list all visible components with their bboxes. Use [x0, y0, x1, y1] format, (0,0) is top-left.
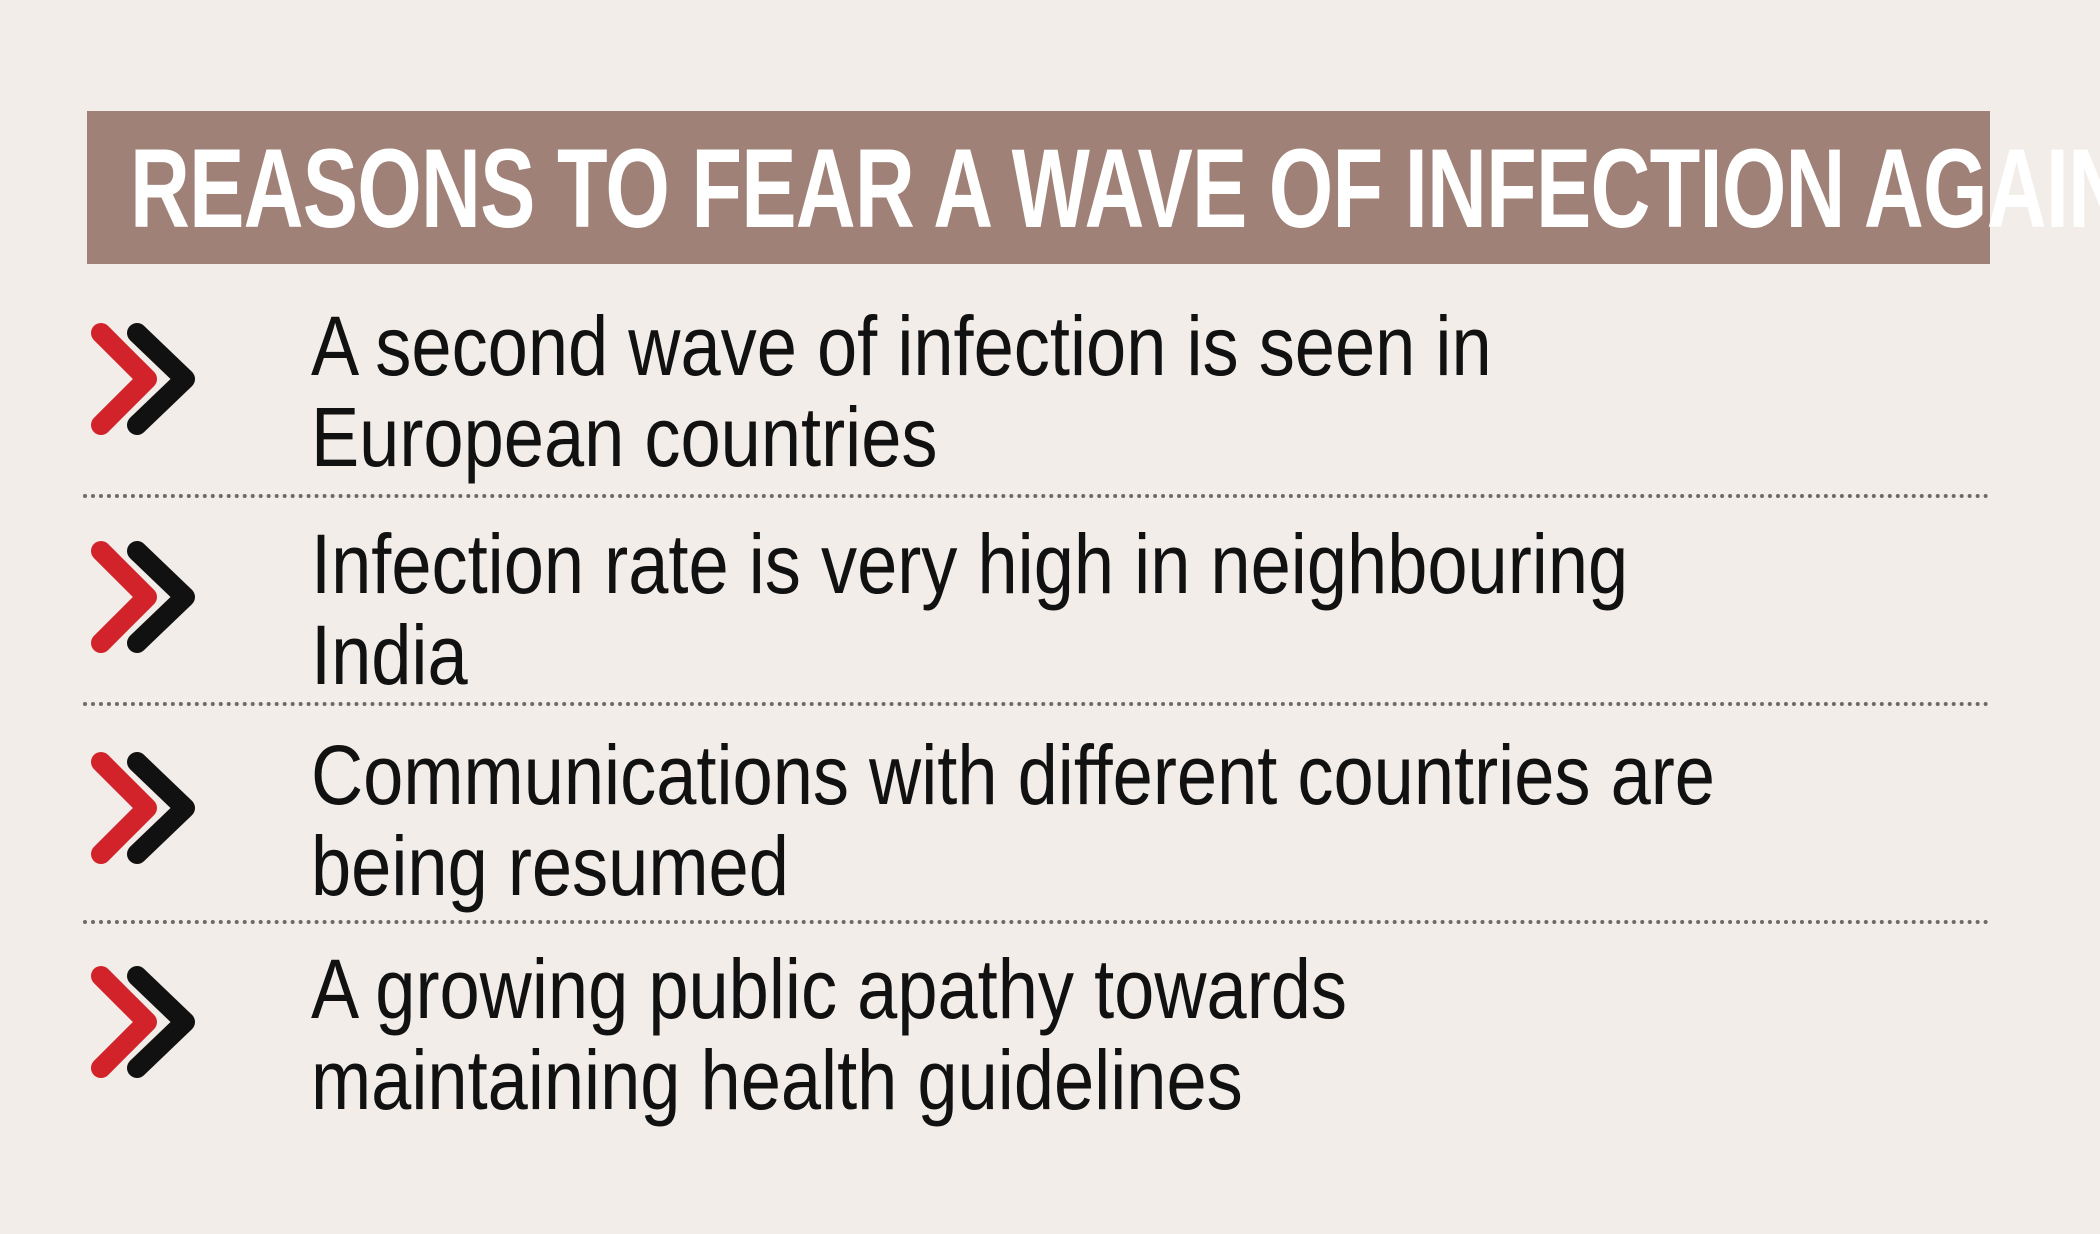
item-text: Infection rate is very high in neighbour… [311, 519, 1628, 701]
title-banner: REASONS TO FEAR A WAVE OF INFECTION AGAI… [87, 111, 2100, 264]
double-chevron-right-icon [91, 541, 195, 653]
item-line: A growing public apathy towards [311, 942, 1348, 1036]
item-line: maintaining health guidelines [311, 1033, 1243, 1127]
item-line: Communications with different countries … [311, 728, 1715, 822]
item-line: being resumed [311, 819, 789, 913]
item-line: Infection rate is very high in neighbour… [311, 517, 1629, 611]
item-line: A second wave of infection is seen in [311, 299, 1492, 393]
double-chevron-right-icon [91, 323, 195, 435]
item-text: A growing public apathy towards maintain… [311, 944, 1347, 1126]
item-line: European countries [311, 390, 938, 484]
item-text: A second wave of infection is seen in Eu… [311, 301, 1492, 483]
item-line: India [311, 608, 468, 702]
double-chevron-right-icon [91, 966, 195, 1078]
item-text: Communications with different countries … [311, 730, 1715, 912]
dotted-divider [83, 920, 1990, 924]
dotted-divider [83, 494, 1990, 498]
dotted-divider [83, 702, 1990, 706]
page-title: REASONS TO FEAR A WAVE OF INFECTION AGAI… [130, 126, 2100, 251]
double-chevron-right-icon [91, 752, 195, 864]
